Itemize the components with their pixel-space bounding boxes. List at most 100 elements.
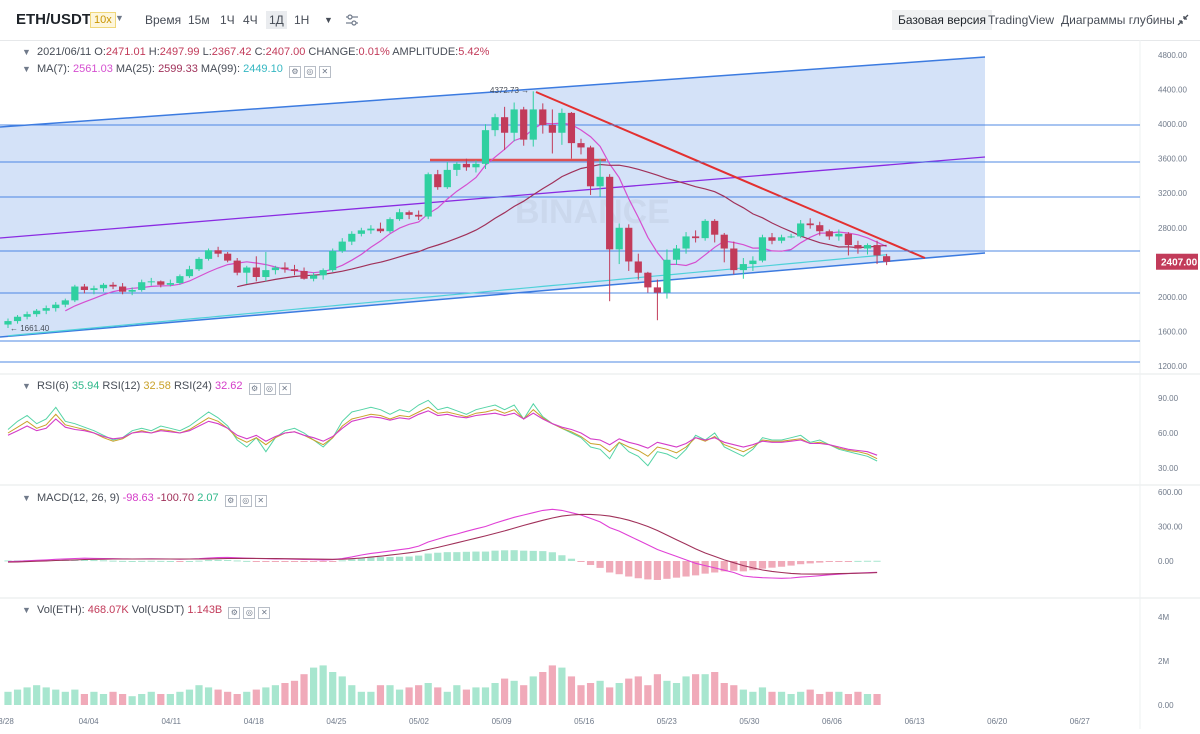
macd-hist-bar: [854, 560, 862, 562]
macd-hist-bar: [119, 560, 127, 562]
channel-upper-line: [0, 56, 986, 128]
vol-eth-value: 468.07K: [87, 604, 129, 616]
ma-close-icon[interactable]: ✕: [318, 66, 331, 78]
interval-time[interactable]: Время: [145, 13, 182, 27]
vol-close-icon[interactable]: ✕: [258, 607, 271, 619]
candle-body: [13, 316, 22, 322]
volume-bar: [510, 680, 518, 705]
volume-bar: [663, 680, 671, 705]
candle-body: [768, 237, 776, 241]
view-tradingview[interactable]: TradingView: [988, 13, 1055, 27]
candle-body: [367, 228, 375, 231]
macd-hist-bar: [109, 560, 117, 562]
candle-body: [854, 245, 862, 249]
candle-body: [462, 163, 470, 168]
candle-body: [128, 289, 136, 292]
candle-body: [806, 223, 814, 226]
ma-settings-icon[interactable]: ⚙: [288, 66, 301, 78]
candle-body: [376, 228, 385, 232]
vol-usdt-value: 1.143B: [187, 604, 223, 616]
macd-hist-bar: [204, 560, 213, 562]
candle-body: [501, 117, 509, 133]
macd-hist-bar: [749, 561, 757, 571]
interval-1w[interactable]: 1Н: [294, 13, 310, 27]
symbol-title[interactable]: ETH/USDT: [16, 11, 91, 28]
volume-bar: [71, 689, 79, 705]
volume-bar: [271, 685, 279, 705]
candle-body: [491, 117, 499, 131]
volume-bar: [653, 674, 661, 705]
volume-bar: [529, 676, 537, 705]
candle-body: [329, 251, 337, 271]
collapse-macd-icon[interactable]: ▼: [22, 493, 31, 503]
macd-hist-bar: [672, 561, 681, 578]
candlestick-chart[interactable]: BINANCE 4372.73 → ← 1661.40 4800.00 4400.0…: [0, 40, 1200, 729]
macd-hist-bar: [424, 553, 432, 561]
vol-settings-icon[interactable]: ⚙: [228, 607, 241, 619]
volume-bar: [52, 689, 60, 705]
ma99-value: 2449.10: [243, 63, 283, 75]
volume-bar: [777, 691, 786, 705]
macd-hist-bar: [434, 552, 442, 561]
macd-hist-bar: [844, 561, 852, 562]
macd-hist-bar: [634, 561, 642, 579]
settings-sliders-icon[interactable]: [345, 13, 359, 27]
macd-hist-bar: [224, 559, 232, 561]
interval-1d[interactable]: 1Д: [266, 11, 287, 29]
date-tick: 04/11: [161, 717, 181, 726]
volume-bar: [243, 691, 251, 705]
macd-hist-bar: [4, 560, 12, 562]
candle-body: [567, 112, 576, 144]
volume-bar: [692, 674, 700, 705]
volume-bar: [481, 687, 490, 705]
interval-4h[interactable]: 4Ч: [243, 13, 258, 27]
volume-bar: [147, 691, 155, 705]
rsi-settings-icon[interactable]: ⚙: [248, 383, 261, 395]
collapse-rsi-icon[interactable]: ▼: [22, 381, 31, 391]
candle-body: [71, 286, 79, 301]
ma-visibility-icon[interactable]: ◎: [303, 66, 316, 78]
collapse-icon[interactable]: [1176, 13, 1190, 27]
channel-lower-line: [0, 252, 986, 338]
view-basic[interactable]: Базовая версия: [892, 10, 992, 30]
collapse-ma-icon[interactable]: ▼: [22, 64, 31, 74]
ma7-value: 2561.03: [73, 63, 113, 75]
rsi-close-icon[interactable]: ✕: [278, 383, 291, 395]
vol-visibility-icon[interactable]: ◎: [243, 607, 256, 619]
macd-visibility-icon[interactable]: ◎: [239, 495, 252, 507]
candle-body: [577, 143, 585, 148]
volume-bar: [99, 694, 108, 705]
macd-hist-bar: [835, 561, 843, 562]
candle-body: [596, 176, 604, 187]
collapse-legend-icon[interactable]: ▼: [22, 47, 31, 57]
volume-bar: [166, 694, 174, 705]
volume-bar: [128, 696, 136, 705]
rsi-visibility-icon[interactable]: ◎: [263, 383, 276, 395]
macd-hist-bar: [348, 559, 356, 561]
macd-hist-bar: [243, 560, 251, 562]
macd-hist-bar: [825, 561, 833, 562]
leverage-dropdown-icon[interactable]: ▼: [115, 13, 124, 23]
candle-body: [720, 234, 728, 249]
collapse-vol-icon[interactable]: ▼: [22, 605, 31, 615]
macd-hist-bar: [481, 551, 490, 561]
candle-body: [176, 276, 184, 284]
chart-area[interactable]: BINANCE 4372.73 → ← 1661.40 4800.00 4400.0…: [0, 40, 1200, 729]
volume-bar: [797, 691, 805, 705]
macd-hist-bar: [548, 552, 556, 561]
macd-settings-icon[interactable]: ⚙: [224, 495, 237, 507]
macd-hist-bar: [777, 561, 786, 567]
macd-hist-bar: [539, 551, 547, 561]
macd-hist-bar: [625, 561, 633, 577]
interval-15m[interactable]: 15м: [188, 13, 210, 27]
volume-bar: [281, 683, 289, 705]
macd-close-icon[interactable]: ✕: [254, 495, 267, 507]
more-intervals-icon[interactable]: ▼: [324, 15, 333, 25]
volume-bar: [720, 683, 728, 705]
leverage-badge[interactable]: 10x: [90, 12, 116, 28]
candle-body: [692, 236, 700, 239]
view-depth[interactable]: Диаграммы глубины: [1061, 13, 1175, 27]
high-annotation: 4372.73 →: [490, 86, 529, 95]
interval-1h[interactable]: 1Ч: [220, 13, 235, 27]
candle-body: [224, 253, 232, 261]
